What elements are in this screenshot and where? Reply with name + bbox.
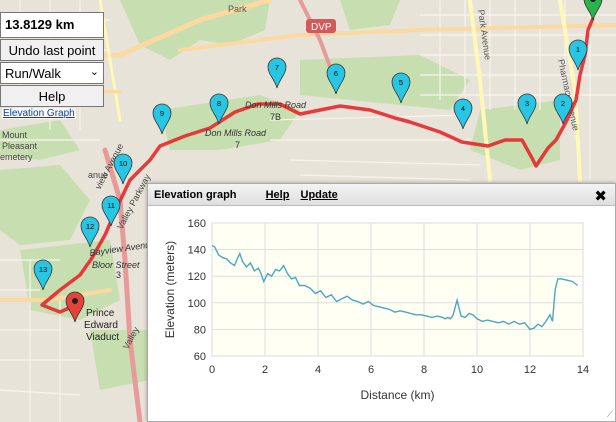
map-label-pleasant: Pleasant — [2, 141, 38, 151]
map-marker-8[interactable]: 8 — [209, 93, 229, 125]
close-icon[interactable]: ✖ — [594, 188, 607, 205]
map-marker-label: 6 — [334, 69, 338, 78]
activity-mode-value: Run/Walk — [5, 66, 61, 81]
map-marker-label: 1 — [576, 45, 580, 54]
map-label-mount: Mount — [2, 130, 28, 140]
panel-help-link[interactable]: Help — [265, 189, 290, 201]
panel-title: Elevation graph — [154, 189, 237, 201]
x-tick-label: 6 — [368, 364, 374, 376]
activity-mode-select[interactable]: Run/Walk ⌄ — [0, 62, 104, 84]
map-marker-12[interactable]: 12 — [80, 216, 100, 248]
map-label-route-7b: 7B — [270, 112, 281, 122]
map-marker-6[interactable]: 6 — [326, 63, 346, 95]
x-tick-label: 14 — [577, 364, 589, 376]
resize-handle-icon[interactable]: ⟋ — [606, 409, 613, 419]
map-marker-label: 7 — [275, 63, 279, 72]
map-marker-label: 9 — [160, 109, 164, 118]
y-tick-label: 60 — [194, 351, 206, 363]
elevation-series-line — [211, 244, 579, 331]
map-marker-label: 2 — [561, 99, 565, 108]
map-marker-13[interactable]: 13 — [33, 259, 53, 291]
map-marker-label: 10 — [119, 159, 127, 168]
map-marker-dot — [72, 298, 78, 304]
map-label-route-3: 3 — [116, 270, 121, 280]
route-line — [40, 17, 595, 314]
x-axis-label: Distance (km) — [360, 388, 434, 402]
elevation-graph-link[interactable]: Elevation Graph — [2, 108, 76, 119]
dvp-badge: DVP — [306, 19, 336, 33]
x-tick-label: 4 — [315, 364, 321, 376]
map-marker-11[interactable]: 11 — [101, 195, 121, 227]
map-marker-label: 4 — [461, 104, 465, 113]
chevron-down-icon: ⌄ — [89, 66, 99, 78]
y-tick-label: 140 — [188, 245, 206, 257]
map-marker-label: 13 — [39, 265, 47, 274]
map-marker-9[interactable]: 9 — [152, 103, 172, 135]
map-marker-label: 12 — [86, 222, 94, 231]
map-label-viaduct-2: Edward — [84, 320, 118, 331]
map-label-don-mills-7b: Don Mills Road — [245, 100, 307, 110]
map-marker-7[interactable]: 7 — [267, 57, 287, 89]
map-label-anue: anue — [88, 170, 108, 180]
map-label-park: Park — [228, 4, 247, 14]
start-marker[interactable] — [583, 0, 603, 21]
map-label-route-7: 7 — [235, 140, 240, 150]
svg-text:DVP: DVP — [311, 22, 332, 33]
map-label-viaduct-1: Prince — [86, 308, 115, 319]
map-label-bloor: Bloor Street — [92, 260, 140, 270]
plot-area — [211, 222, 584, 357]
map-marker-label: 3 — [525, 99, 529, 108]
panel-update-link[interactable]: Update — [300, 189, 338, 201]
map-marker-2[interactable]: 2 — [553, 93, 573, 125]
map-marker-3[interactable]: 3 — [517, 93, 537, 125]
map-marker-label: 11 — [107, 201, 115, 210]
map-marker-4[interactable]: 4 — [453, 98, 473, 130]
map-marker-label: 8 — [217, 99, 221, 108]
map-marker-dot — [590, 0, 596, 2]
undo-last-point-button[interactable]: Undo last point — [0, 39, 104, 61]
y-tick-label: 120 — [188, 271, 206, 283]
map-label-don-mills-7: Don Mills Road — [205, 128, 267, 138]
y-tick-label: 160 — [188, 218, 206, 230]
end-marker[interactable] — [65, 291, 85, 323]
x-tick-label: 12 — [524, 364, 536, 376]
x-tick-label: 0 — [209, 364, 215, 376]
x-tick-label: 2 — [262, 364, 268, 376]
map-marker-10[interactable]: 10 — [113, 153, 133, 185]
y-tick-label: 100 — [188, 298, 206, 310]
y-axis-label: Elevation (meters) — [163, 241, 177, 338]
x-tick-label: 8 — [421, 364, 427, 376]
map-label-cemetery: emetery — [0, 152, 33, 162]
map-marker-1[interactable]: 1 — [568, 39, 588, 71]
map-label-viaduct-3: Viaduct — [86, 332, 119, 343]
distance-readout: 13.8129 km — [0, 12, 104, 38]
elevation-panel-header[interactable]: Elevation graph Help Update ✖ — [148, 184, 615, 206]
map-marker-label: 5 — [399, 78, 403, 87]
map-marker-5[interactable]: 5 — [391, 72, 411, 104]
elevation-chart: 60 80 100 120 140 160 0 2 4 6 8 10 12 14 Distance (km)… — [163, 218, 589, 402]
x-tick-label: 10 — [471, 364, 483, 376]
help-button[interactable]: Help — [0, 85, 104, 107]
elevation-panel: Elevation graph Help Update ✖ 60 80 100 120… — [147, 183, 616, 422]
y-tick-label: 80 — [194, 324, 206, 336]
